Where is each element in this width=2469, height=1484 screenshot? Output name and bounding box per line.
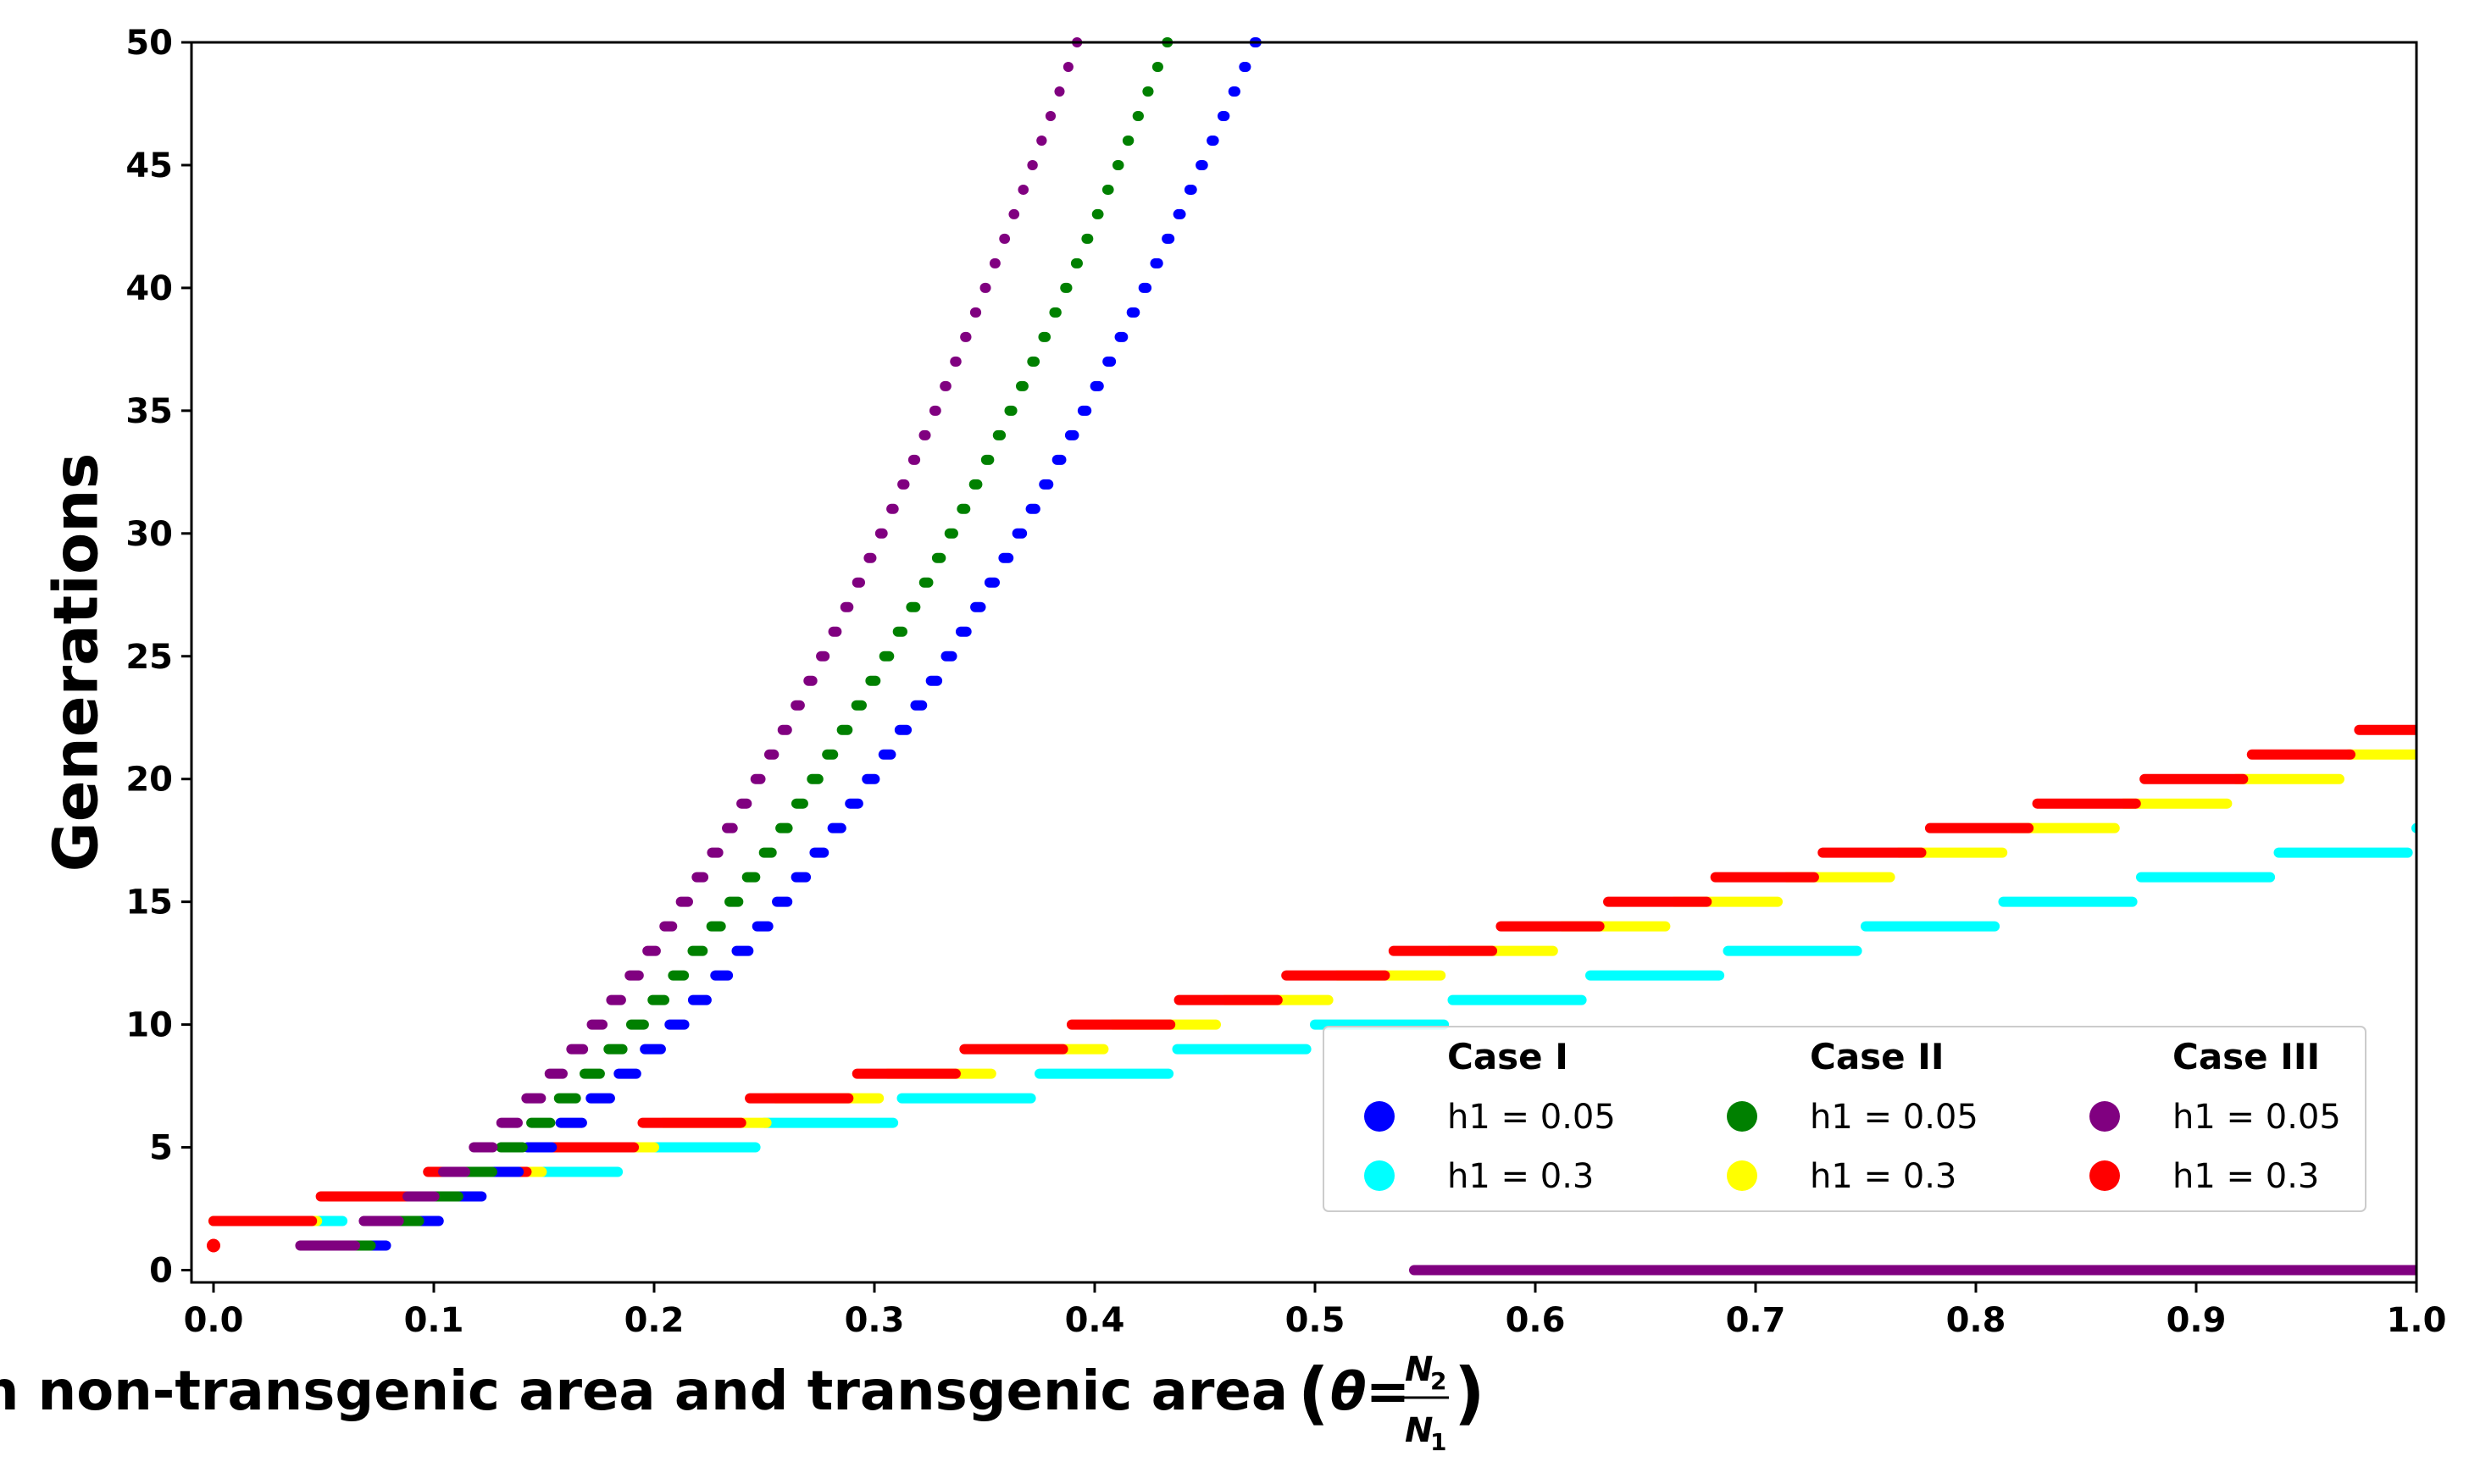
legend-marker: [1727, 1101, 1757, 1132]
svg-text:1: 1: [1430, 1428, 1446, 1456]
legend-marker: [2089, 1101, 2120, 1132]
x-tick-label: 0.5: [1285, 1301, 1345, 1340]
x-tick-label: 0.9: [2167, 1301, 2227, 1340]
legend-label: h1 = 0.05: [2172, 1098, 2341, 1137]
legend-marker: [1727, 1160, 1757, 1191]
svg-text:N: N: [1405, 1411, 1433, 1450]
legend-marker: [2089, 1160, 2120, 1191]
x-tick-label: 0.0: [184, 1301, 244, 1340]
y-tick-label: 10: [125, 1006, 173, 1045]
svg-text:2: 2: [1430, 1367, 1446, 1395]
svg-text:N: N: [1405, 1350, 1433, 1389]
legend-label: h1 = 0.3: [1810, 1157, 1956, 1196]
y-tick-label: 35: [125, 392, 173, 431]
chart-marks: [207, 37, 2416, 1276]
y-tick-label: 50: [125, 24, 173, 63]
axis-ticks: 0.0 0.1 0.2 0.3 0.4 0.5 0.6 0.7 0.8 0.9 1.0 0 5 10 15 2…: [125, 24, 2446, 1340]
y-tick-label: 15: [125, 883, 173, 922]
plot-frame: [190, 41, 2418, 1284]
y-tick-label: 45: [125, 147, 173, 186]
legend-marker: [1364, 1101, 1395, 1132]
legend-label: h1 = 0.3: [2172, 1157, 2319, 1196]
svg-text:θ: θ: [1330, 1360, 1367, 1422]
x-tick-label: 0.3: [845, 1301, 905, 1340]
y-tick-label: 40: [125, 269, 173, 308]
legend-title: Case II: [1810, 1036, 1945, 1077]
legend: Case I h1 = 0.05 h1 = 0.3 Case II h1 = 0.05 h…: [1323, 1026, 2366, 1212]
x-tick-label: 0.2: [624, 1301, 685, 1340]
svg-text:(: (: [1298, 1354, 1329, 1432]
legend-marker: [1364, 1160, 1395, 1191]
legend-title: Case III: [2172, 1036, 2320, 1077]
x-tick-label: 0.8: [1946, 1301, 2006, 1340]
y-tick-label: 0: [149, 1252, 173, 1291]
x-tick-label: 0.6: [1506, 1301, 1566, 1340]
svg-text:=: =: [1366, 1360, 1410, 1422]
y-tick-label: 20: [125, 761, 173, 800]
y-tick-label: 25: [125, 638, 173, 677]
y-axis-label: Generations: [41, 453, 112, 872]
legend-title: Case I: [1447, 1036, 1568, 1077]
legend-label: h1 = 0.05: [1447, 1098, 1616, 1137]
x-tick-label: 0.7: [1726, 1301, 1786, 1340]
x-tick-label: 1.0: [2387, 1301, 2447, 1340]
y-tick-label: 5: [149, 1129, 173, 1168]
y-tick-label: 30: [125, 515, 173, 554]
x-tick-label: 0.4: [1065, 1301, 1125, 1340]
data-point: [207, 1238, 220, 1253]
svg-text:): ): [1454, 1354, 1485, 1432]
x-tick-label: 0.1: [404, 1301, 464, 1340]
x-axis-label: Ratio between non-transgenic area and tr…: [0, 1360, 1288, 1423]
x-axis-math-label: ( θ = N 2 N 1 ): [1298, 1350, 1485, 1456]
legend-label: h1 = 0.05: [1810, 1098, 1978, 1137]
legend-label: h1 = 0.3: [1447, 1157, 1594, 1196]
